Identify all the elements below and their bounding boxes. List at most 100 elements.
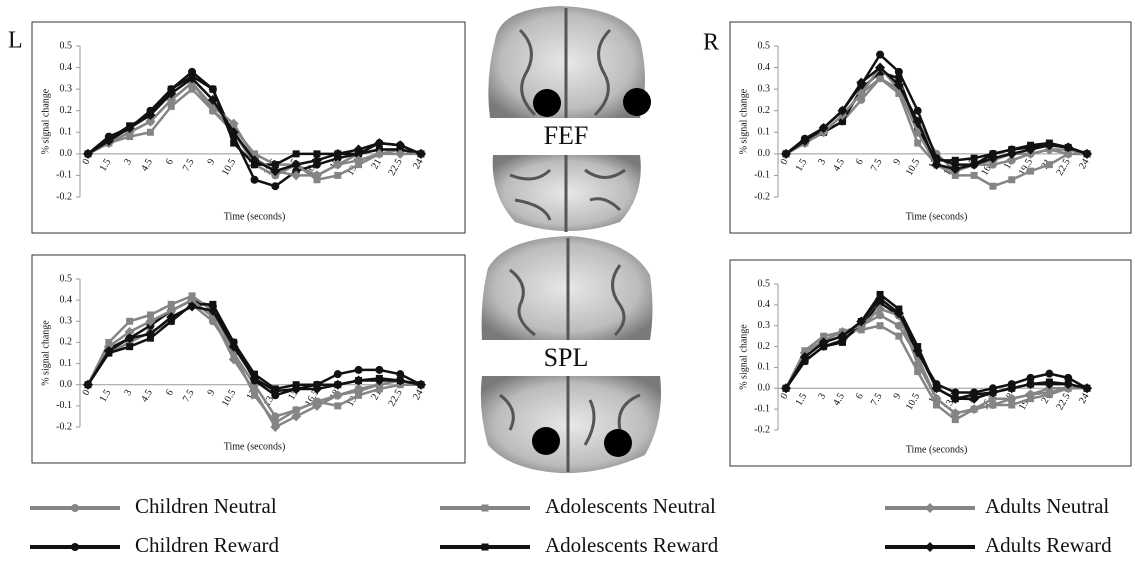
marker bbox=[145, 316, 156, 327]
x-tick-label: 7.5 bbox=[869, 157, 885, 173]
x-tick-label: 6 bbox=[164, 157, 176, 167]
marker bbox=[124, 326, 135, 337]
marker bbox=[837, 105, 848, 116]
marker bbox=[895, 332, 903, 340]
x-tick-label: 3 bbox=[816, 157, 828, 167]
x-tick-label: 24 bbox=[1077, 391, 1092, 405]
marker bbox=[167, 102, 175, 110]
marker bbox=[249, 373, 260, 384]
marker bbox=[951, 156, 959, 164]
marker bbox=[799, 352, 810, 362]
marker bbox=[1006, 393, 1017, 404]
marker bbox=[71, 504, 79, 512]
marker bbox=[313, 150, 321, 158]
marker bbox=[913, 106, 922, 115]
marker bbox=[187, 73, 198, 84]
x-tick-label: 0 bbox=[81, 157, 93, 167]
x-tick-label: 0 bbox=[779, 157, 791, 167]
marker bbox=[83, 379, 93, 390]
marker bbox=[228, 118, 239, 129]
y-tick-label: 0.3 bbox=[758, 83, 771, 94]
x-tick-label: 10.5 bbox=[904, 391, 922, 412]
marker bbox=[334, 402, 342, 410]
x-tick-label: 22.5 bbox=[386, 388, 404, 409]
marker bbox=[950, 393, 961, 404]
marker bbox=[187, 301, 198, 312]
marker bbox=[895, 74, 903, 82]
marker bbox=[374, 148, 385, 159]
panel-label-left: L bbox=[8, 28, 23, 54]
marker bbox=[126, 343, 134, 351]
marker bbox=[838, 338, 846, 346]
y-tick-label: 0.0 bbox=[60, 379, 73, 390]
marker bbox=[311, 400, 322, 411]
y-tick-label: 0.5 bbox=[758, 40, 771, 51]
marker bbox=[146, 311, 154, 319]
panel-label-right: R bbox=[703, 30, 719, 56]
marker bbox=[167, 300, 175, 308]
marker bbox=[925, 503, 935, 513]
legend-label: Adults Neutral bbox=[985, 494, 1109, 518]
marker bbox=[931, 393, 942, 404]
y-axis-label: % signal change bbox=[40, 320, 51, 386]
marker bbox=[83, 148, 93, 159]
x-tick-label: 4.5 bbox=[831, 391, 847, 407]
y-axis-label: % signal change bbox=[40, 88, 51, 154]
marker bbox=[912, 116, 923, 127]
marker bbox=[838, 118, 846, 125]
marker bbox=[987, 153, 998, 164]
x-tick-label: 1.5 bbox=[98, 157, 114, 173]
chart-frame bbox=[729, 259, 1132, 467]
marker bbox=[249, 386, 260, 397]
marker bbox=[374, 138, 385, 149]
marker bbox=[875, 293, 886, 304]
marker bbox=[332, 148, 343, 159]
marker bbox=[1044, 140, 1055, 151]
marker bbox=[987, 393, 998, 404]
marker bbox=[270, 386, 281, 397]
marker bbox=[1027, 167, 1035, 175]
marker bbox=[857, 95, 866, 104]
marker bbox=[970, 171, 978, 179]
marker bbox=[912, 358, 923, 369]
marker bbox=[230, 139, 238, 147]
marker bbox=[933, 401, 940, 409]
x-tick-label: 1.5 bbox=[794, 391, 810, 407]
x-tick-label: 3 bbox=[122, 157, 134, 167]
region-label: SPL bbox=[544, 343, 589, 372]
y-tick-label: -0.2 bbox=[56, 421, 72, 432]
y-tick-label: 0.1 bbox=[758, 127, 771, 138]
x-tick-label: 3 bbox=[816, 391, 828, 401]
marker bbox=[1082, 383, 1092, 394]
marker bbox=[207, 305, 218, 316]
marker bbox=[1025, 144, 1036, 155]
marker bbox=[818, 122, 829, 133]
y-axis-label: % signal change bbox=[738, 324, 749, 390]
marker bbox=[228, 354, 239, 365]
marker bbox=[166, 305, 177, 316]
y-tick-label: 0.4 bbox=[60, 62, 73, 73]
marker bbox=[187, 295, 198, 306]
marker bbox=[395, 140, 406, 151]
marker bbox=[987, 387, 998, 398]
marker bbox=[876, 50, 885, 59]
brain-fef bbox=[488, 6, 651, 232]
x-tick-label: 3 bbox=[122, 388, 134, 398]
marker bbox=[292, 406, 300, 414]
marker bbox=[396, 370, 405, 379]
marker bbox=[1006, 383, 1017, 394]
x-tick-label: 4.5 bbox=[139, 388, 155, 404]
marker bbox=[1063, 142, 1074, 153]
marker bbox=[876, 74, 884, 82]
y-tick-label: -0.2 bbox=[56, 191, 72, 202]
marker bbox=[353, 386, 364, 397]
marker bbox=[876, 322, 884, 330]
x-tick-label: 10.5 bbox=[904, 157, 922, 178]
marker bbox=[1063, 379, 1074, 390]
marker bbox=[188, 85, 196, 93]
marker bbox=[481, 543, 489, 551]
y-tick-label: 0.4 bbox=[758, 62, 771, 73]
marker bbox=[931, 383, 942, 394]
marker bbox=[875, 62, 886, 73]
x-tick-label: 24 bbox=[411, 388, 426, 402]
